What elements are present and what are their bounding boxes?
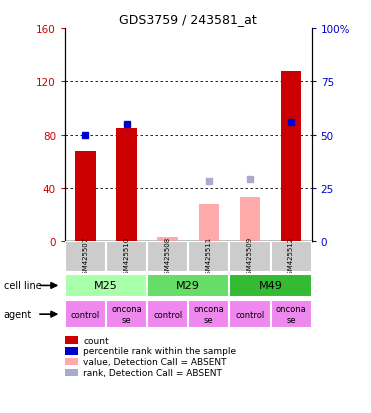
Text: M29: M29 <box>176 281 200 291</box>
Bar <box>65 274 147 298</box>
Text: oncona
se: oncona se <box>111 305 142 324</box>
Text: GSM425511: GSM425511 <box>206 236 212 278</box>
Text: control: control <box>235 310 265 319</box>
Text: GSM425509: GSM425509 <box>247 236 253 278</box>
Text: GSM425508: GSM425508 <box>165 236 171 278</box>
Text: percentile rank within the sample: percentile rank within the sample <box>83 347 237 356</box>
Bar <box>188 301 229 328</box>
Bar <box>147 301 188 328</box>
Bar <box>106 301 147 328</box>
Text: oncona
se: oncona se <box>276 305 306 324</box>
Bar <box>270 301 312 328</box>
Bar <box>281 71 301 242</box>
Text: M49: M49 <box>259 281 282 291</box>
Bar <box>116 128 137 242</box>
Bar <box>147 242 188 273</box>
Bar <box>106 242 147 273</box>
Bar <box>270 242 312 273</box>
Text: GSM425512: GSM425512 <box>288 236 294 278</box>
Text: rank, Detection Call = ABSENT: rank, Detection Call = ABSENT <box>83 368 222 377</box>
Text: value, Detection Call = ABSENT: value, Detection Call = ABSENT <box>83 357 227 366</box>
Text: GSM425507: GSM425507 <box>82 236 89 278</box>
Text: agent: agent <box>4 309 32 319</box>
Text: GSM425510: GSM425510 <box>124 236 129 278</box>
Bar <box>229 301 270 328</box>
Bar <box>157 237 178 242</box>
Bar <box>188 242 229 273</box>
Text: count: count <box>83 336 109 345</box>
Bar <box>65 242 106 273</box>
Text: control: control <box>153 310 183 319</box>
Text: control: control <box>71 310 100 319</box>
Bar <box>147 274 229 298</box>
Bar <box>229 274 312 298</box>
Bar <box>198 204 219 242</box>
Bar <box>65 301 106 328</box>
Bar <box>240 198 260 242</box>
Bar <box>75 151 96 242</box>
Title: GDS3759 / 243581_at: GDS3759 / 243581_at <box>119 13 257 26</box>
Text: oncona
se: oncona se <box>193 305 224 324</box>
Text: M25: M25 <box>94 281 118 291</box>
Bar <box>229 242 270 273</box>
Text: cell line: cell line <box>4 281 42 291</box>
